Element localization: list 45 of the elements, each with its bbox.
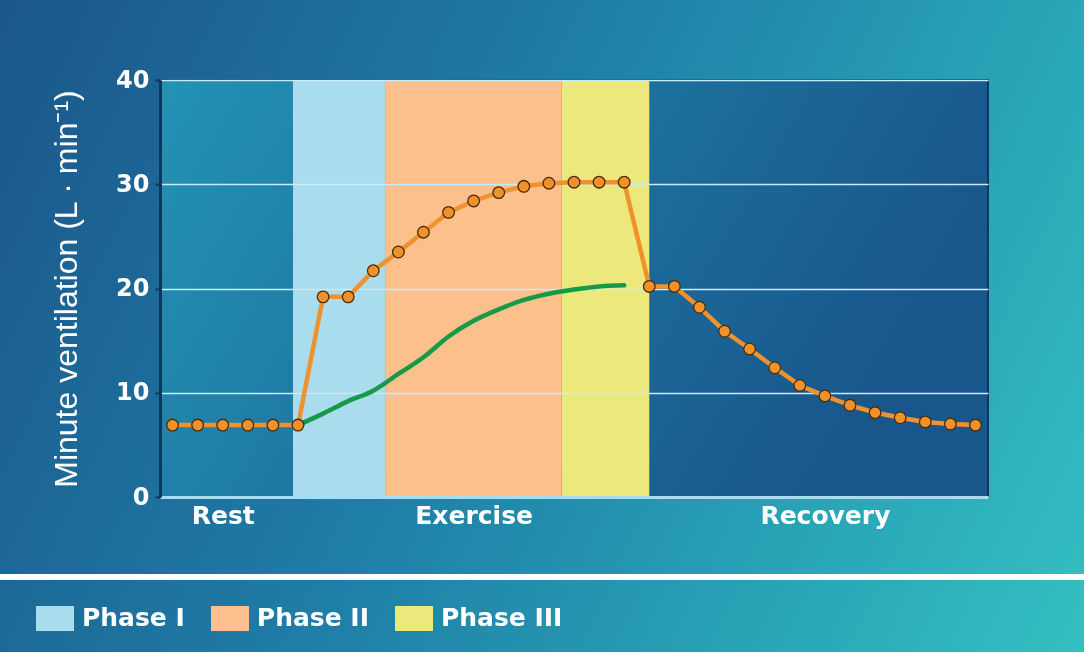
point [868,406,882,420]
point [291,418,305,432]
point [241,418,255,432]
point [693,300,706,314]
y-tick-label: 10 [116,378,150,407]
point [467,194,481,208]
point [592,175,606,189]
point [166,418,179,432]
point [567,175,581,189]
point [517,179,531,193]
point [417,225,430,239]
point [818,389,832,403]
point [216,418,230,432]
point [391,245,405,259]
point [341,290,355,304]
point [492,186,506,200]
y-axis-title: Minute ventilation (L · min⁻¹) [48,90,85,488]
point [918,415,932,429]
point [316,290,330,304]
x-tick-label: Rest [191,500,255,530]
point [617,175,631,189]
text: Phase II [256,603,369,632]
y-tick-label: 0 [132,482,150,511]
x-tick-label: Recovery [760,500,891,530]
point [542,176,556,190]
point [793,379,807,392]
point [266,418,280,432]
y-tick-label: 30 [116,169,150,198]
point [743,342,757,356]
point [442,205,455,219]
point [718,324,731,338]
point [843,398,857,412]
y-tick-label: 40 [116,65,150,94]
y-tick-label: 20 [116,274,150,302]
point [768,361,782,375]
point [642,279,656,293]
text: Phase I [82,603,185,632]
point [667,279,681,293]
x-tick-label: Exercise [415,500,533,530]
point [191,418,205,432]
point [893,411,907,425]
point [943,417,957,431]
point [969,418,982,432]
text: Phase III [440,603,563,632]
point [366,264,380,278]
